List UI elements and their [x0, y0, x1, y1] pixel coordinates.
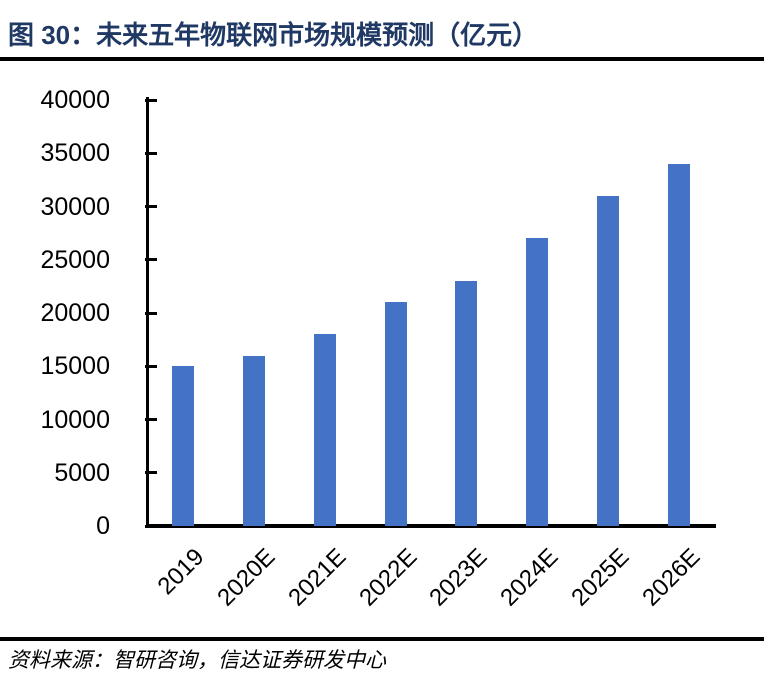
- y-axis-tick-label: 40000: [40, 86, 110, 114]
- bar-2025E: [597, 195, 620, 526]
- y-axis-tick: [145, 364, 157, 368]
- bar-2020E: [242, 355, 265, 526]
- y-axis-tick-label: 0: [96, 512, 110, 540]
- y-axis-tick: [145, 524, 157, 528]
- y-axis-tick-label: 25000: [40, 245, 110, 274]
- y-axis-tick: [145, 471, 157, 475]
- bar-2024E: [526, 238, 549, 526]
- bar-2019: [172, 366, 194, 526]
- y-axis-tick-label: 15000: [40, 352, 110, 381]
- y-axis-tick: [145, 258, 157, 262]
- y-axis-tick: [145, 418, 157, 421]
- bar-2023E: [455, 281, 478, 526]
- y-axis-tick: [145, 311, 157, 315]
- source-divider-rule: [0, 637, 764, 641]
- bar-2022E: [384, 302, 407, 526]
- y-axis-tick-label: 30000: [40, 192, 110, 221]
- y-axis-tick-label: 5000: [54, 458, 110, 487]
- figure-title: 图 30：未来五年物联网市场规模预测（亿元）: [8, 20, 539, 50]
- y-axis-tick-label: 20000: [40, 299, 110, 327]
- bar-2021E: [313, 334, 336, 526]
- title-underline-rule: [0, 57, 764, 61]
- bar-chart: 0 5000 10000 15000 20000 25000 30000 35000 40000…: [0, 62, 773, 637]
- source-note: 资料来源：智研咨询，信达证券研发中心: [8, 648, 386, 672]
- x-axis-line: [146, 524, 716, 528]
- y-axis-tick: [145, 98, 157, 102]
- y-axis-tick-label: 35000: [40, 139, 110, 168]
- y-axis-tick-label: 10000: [40, 405, 110, 434]
- y-axis-tick: [145, 151, 157, 155]
- y-axis-tick: [145, 205, 157, 208]
- bar-2026E: [668, 163, 691, 526]
